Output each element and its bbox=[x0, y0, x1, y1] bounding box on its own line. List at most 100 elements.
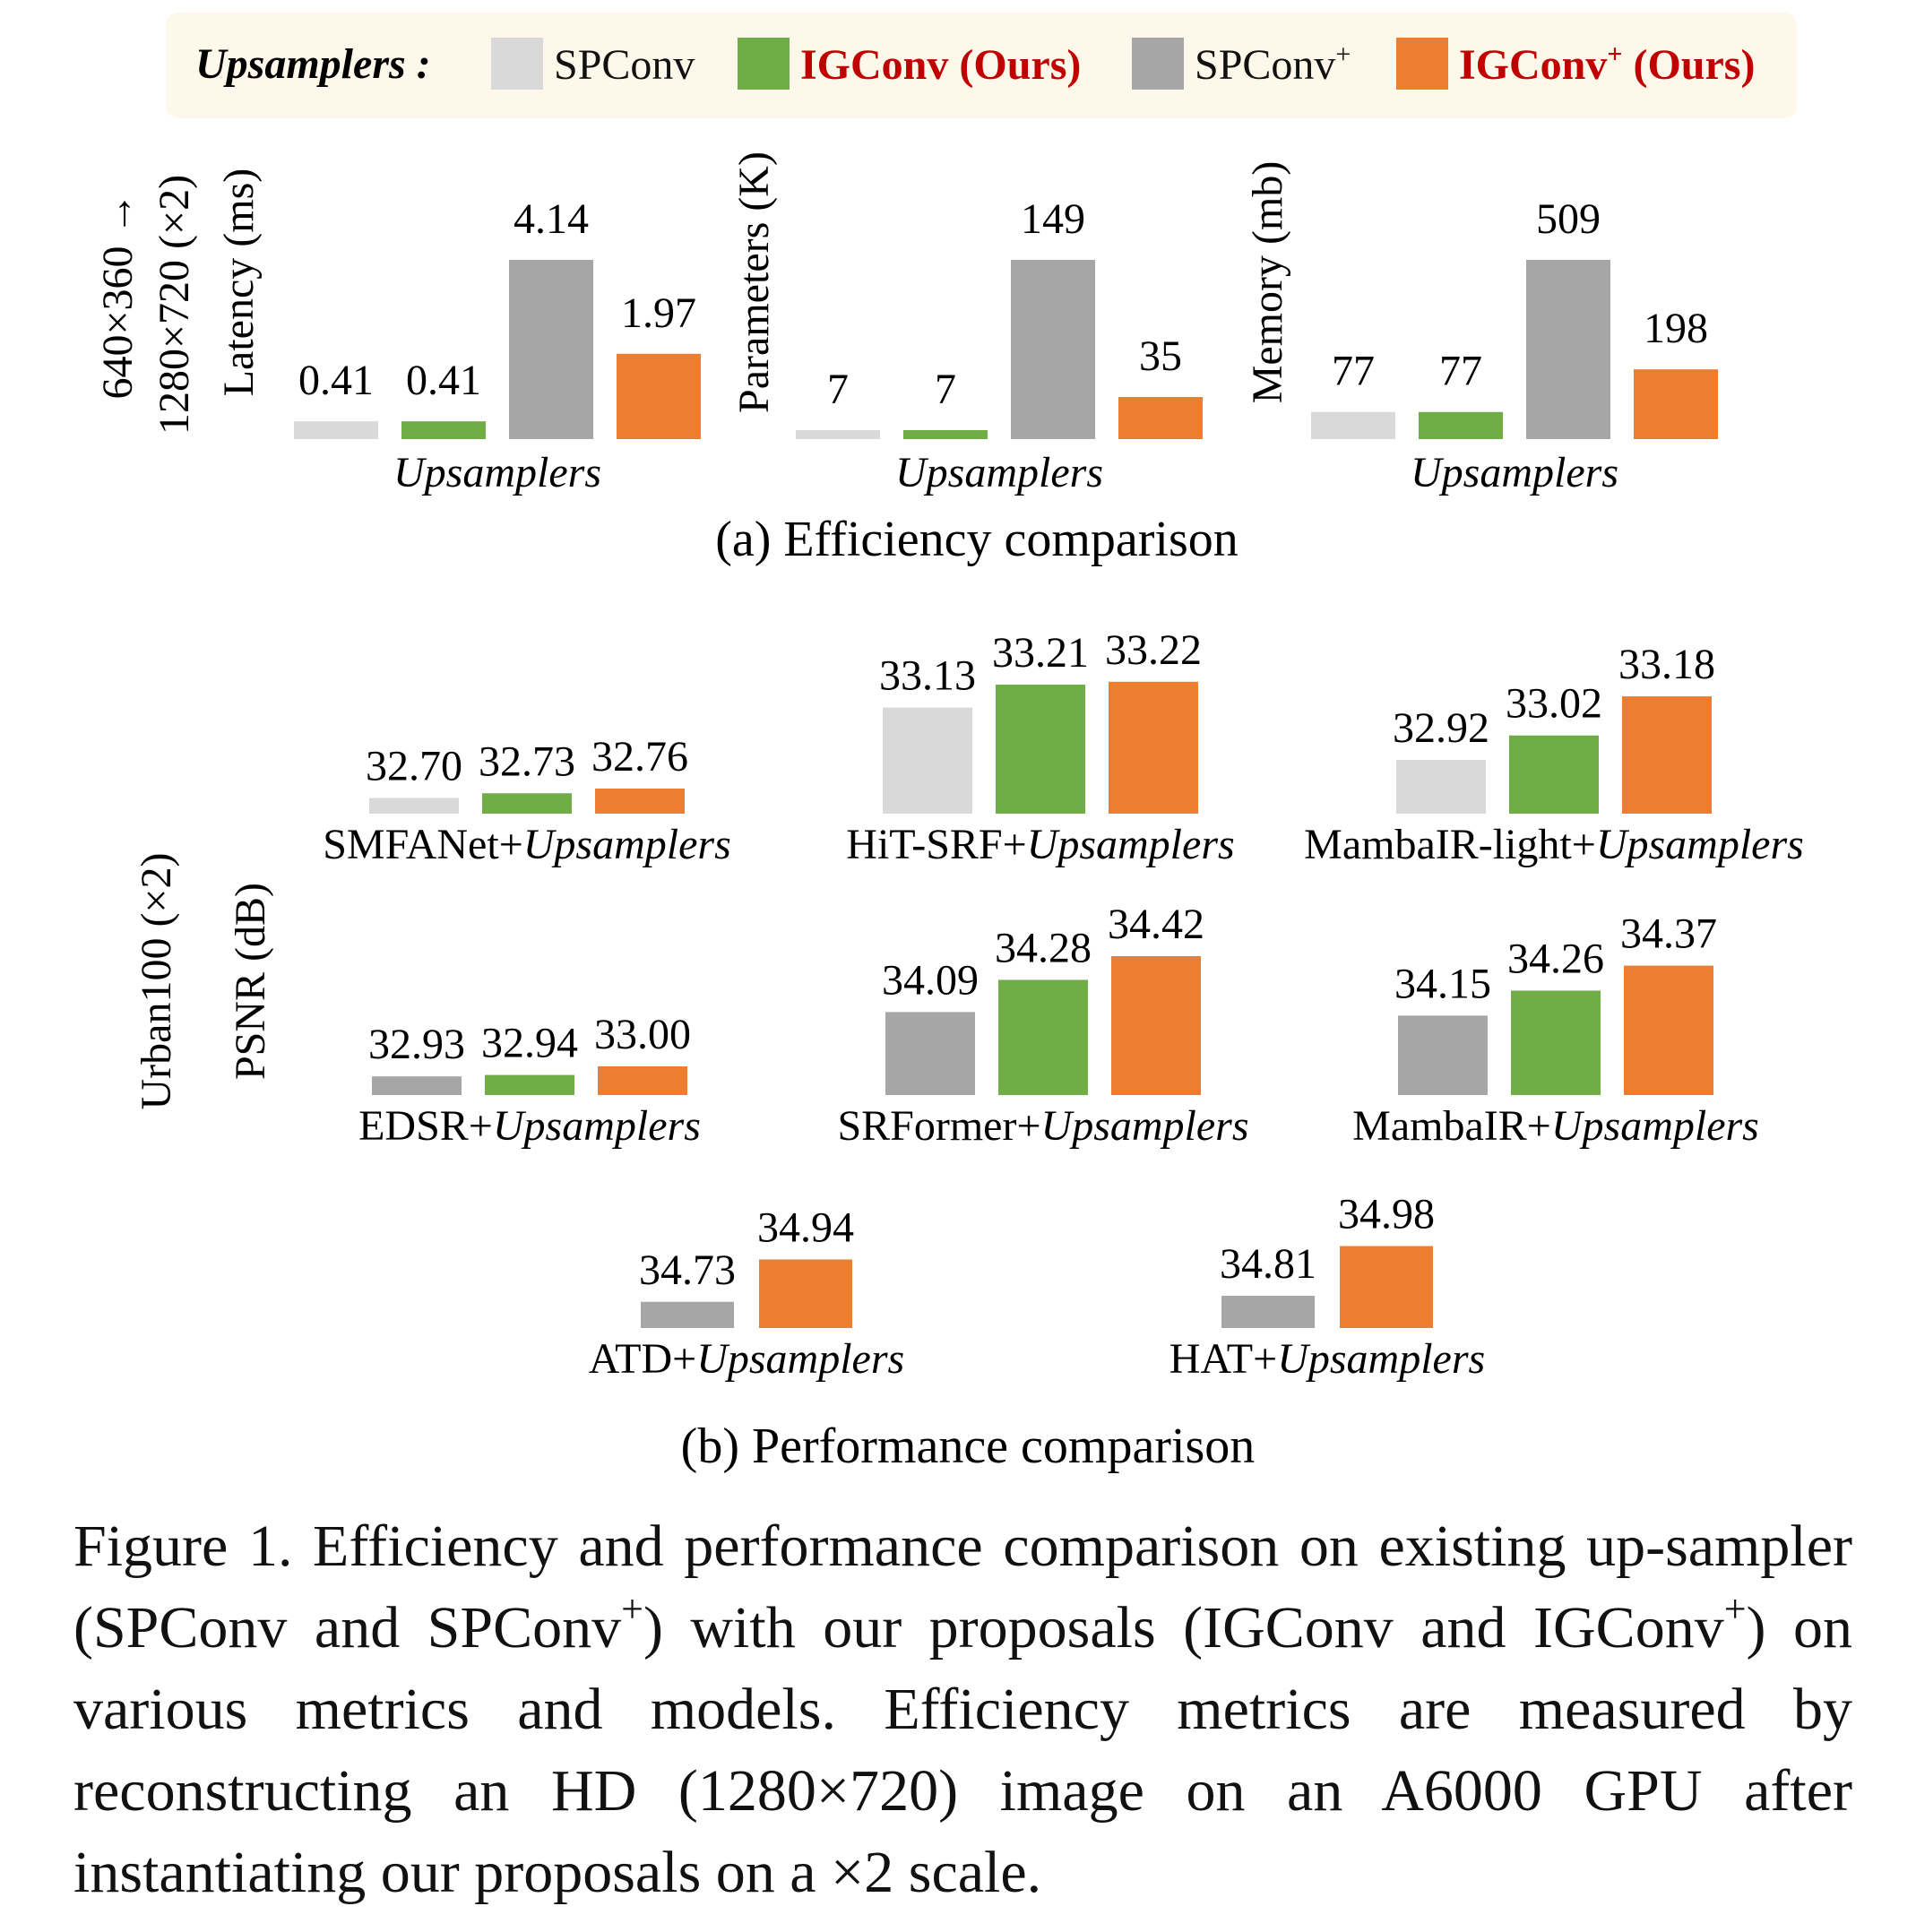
data-label-igconv-plus: 198 bbox=[1644, 305, 1708, 352]
data-label-igconv: 7 bbox=[935, 366, 956, 413]
data-label-spconv: 0.41 bbox=[298, 357, 374, 404]
data-label-igconv-plus: 34.42 bbox=[1108, 901, 1204, 948]
bar-igconv bbox=[1509, 735, 1599, 814]
x-axis-label: MambaIR-light+Upsamplers bbox=[1304, 821, 1804, 868]
x-axis-label: SMFANet+Upsamplers bbox=[323, 821, 731, 868]
data-label-spconv-plus: 34.15 bbox=[1394, 960, 1491, 1007]
memory-chart: Memory (mb) 77 77 509 198 Upsamplers bbox=[1244, 161, 1718, 496]
data-label-spconv-plus: 32.93 bbox=[368, 1021, 465, 1068]
chart-srformer: 34.09 34.28 34.42 SRFormer+Upsamplers bbox=[837, 901, 1248, 1150]
chart-hat: 34.81 34.98 HAT+Upsamplers bbox=[1169, 1191, 1485, 1383]
data-label-spconv-plus: 34.73 bbox=[639, 1246, 736, 1294]
data-label-igconv-plus: 33.18 bbox=[1618, 641, 1715, 688]
legend-swatch-spconv bbox=[491, 38, 543, 90]
efficiency-side-label-line1: 640×360 → bbox=[94, 192, 142, 399]
caption-sup-1: + bbox=[621, 1587, 643, 1631]
bar-igconv-plus bbox=[759, 1259, 852, 1328]
bar-igconv-plus bbox=[1622, 696, 1712, 814]
legend-label-spconv: SPConv bbox=[554, 41, 695, 89]
bar-igconv bbox=[1419, 411, 1503, 439]
legend-background bbox=[166, 13, 1797, 118]
x-axis-label: Upsamplers bbox=[895, 449, 1103, 496]
legend-swatch-spconv-plus bbox=[1132, 38, 1184, 90]
legend: Upsamplers : SPConv IGConv (Ours) SPConv+ I… bbox=[166, 13, 1797, 118]
bar-igconv-plus bbox=[598, 1066, 687, 1095]
caption-sup-2: + bbox=[1723, 1587, 1747, 1631]
bar-spconv bbox=[883, 707, 972, 814]
figure: Upsamplers : SPConv IGConv (Ours) SPConv+ I… bbox=[94, 13, 1804, 1474]
y-axis-label: Memory (mb) bbox=[1244, 161, 1291, 404]
bar-spconv-plus bbox=[1221, 1296, 1315, 1328]
data-label-igconv: 34.26 bbox=[1507, 935, 1604, 982]
x-axis-label: HAT+Upsamplers bbox=[1169, 1335, 1485, 1383]
x-axis-label: Upsamplers bbox=[393, 449, 601, 496]
bar-igconv-plus bbox=[617, 353, 701, 439]
data-label-spconv: 32.92 bbox=[1393, 704, 1489, 752]
x-axis-label: Upsamplers bbox=[1411, 449, 1618, 496]
latency-chart: Latency (ms) 0.41 0.41 4.14 1.97 Upsamplers bbox=[215, 168, 701, 496]
bar-igconv-plus bbox=[1340, 1246, 1433, 1328]
data-label-spconv-plus: 34.09 bbox=[882, 956, 979, 1004]
legend-swatch-igconv bbox=[738, 38, 790, 90]
performance-charts: 32.70 32.73 32.76 SMFANet+Upsamplers 33.13 33… bbox=[323, 626, 1804, 1383]
bar-spconv-plus bbox=[885, 1012, 975, 1095]
data-label-spconv-plus: 34.81 bbox=[1220, 1240, 1316, 1288]
bar-igconv bbox=[401, 421, 486, 439]
data-label-igconv: 32.73 bbox=[479, 737, 575, 785]
data-label-spconv: 7 bbox=[827, 366, 849, 413]
data-label-igconv-plus: 34.94 bbox=[757, 1204, 854, 1252]
bar-igconv bbox=[903, 430, 988, 439]
data-label-spconv-plus: 4.14 bbox=[514, 195, 589, 243]
bar-spconv-plus bbox=[372, 1076, 462, 1095]
data-label-igconv: 33.21 bbox=[992, 629, 1089, 677]
bar-spconv-plus bbox=[509, 260, 593, 439]
legend-swatch-igconv-plus bbox=[1396, 38, 1448, 90]
data-label-spconv: 32.70 bbox=[366, 743, 462, 790]
bar-spconv bbox=[796, 430, 880, 439]
bar-spconv bbox=[1311, 411, 1395, 439]
chart-edsr: 32.93 32.94 33.00 EDSR+Upsamplers bbox=[358, 1011, 701, 1150]
data-label-igconv: 34.28 bbox=[995, 924, 1092, 971]
chart-hit-srf: 33.13 33.21 33.22 HiT-SRF+Upsamplers bbox=[846, 626, 1234, 868]
bar-spconv bbox=[294, 421, 378, 439]
chart-mambair-light: 32.92 33.02 33.18 MambaIR-light+Upsamplers bbox=[1304, 641, 1804, 868]
figure-caption: Figure 1. Efficiency and performance com… bbox=[73, 1505, 1852, 1913]
x-axis-label: ATD+Upsamplers bbox=[589, 1335, 904, 1383]
legend-label-spconv-plus: SPConv+ bbox=[1195, 39, 1351, 89]
legend-title: Upsamplers : bbox=[195, 40, 431, 88]
bar-igconv-plus bbox=[1111, 956, 1201, 1095]
bar-igconv-plus bbox=[595, 789, 685, 814]
bar-igconv bbox=[996, 685, 1085, 814]
legend-label-igconv: IGConv (Ours) bbox=[800, 41, 1081, 89]
data-label-igconv-plus: 1.97 bbox=[621, 289, 696, 337]
x-axis-label: EDSR+Upsamplers bbox=[358, 1102, 701, 1150]
data-label-igconv-plus: 32.76 bbox=[591, 733, 688, 781]
efficiency-caption: (a) Efficiency comparison bbox=[715, 512, 1238, 567]
data-label-igconv-plus: 34.98 bbox=[1338, 1191, 1435, 1238]
bar-igconv bbox=[485, 1074, 574, 1095]
bar-spconv bbox=[1396, 760, 1486, 814]
bar-igconv bbox=[1511, 990, 1601, 1095]
bar-igconv-plus bbox=[1624, 965, 1713, 1095]
data-label-igconv-plus: 34.37 bbox=[1620, 910, 1717, 958]
bar-igconv-plus bbox=[1109, 681, 1198, 814]
data-label-igconv: 32.94 bbox=[481, 1020, 578, 1067]
legend-label-igconv-plus: IGConv+ (Ours) bbox=[1459, 39, 1755, 89]
bar-igconv-plus bbox=[1634, 369, 1718, 439]
x-axis-label: HiT-SRF+Upsamplers bbox=[846, 821, 1234, 868]
data-label-spconv-plus: 149 bbox=[1021, 195, 1085, 243]
data-label-spconv-plus: 509 bbox=[1536, 195, 1601, 243]
data-label-igconv-plus: 35 bbox=[1139, 332, 1182, 380]
bar-spconv-plus bbox=[1526, 260, 1610, 439]
data-label-spconv: 77 bbox=[1332, 348, 1375, 395]
x-axis-label: SRFormer+Upsamplers bbox=[837, 1102, 1248, 1150]
data-label-igconv: 33.02 bbox=[1506, 680, 1602, 728]
bar-spconv bbox=[369, 798, 459, 814]
bar-igconv bbox=[482, 793, 572, 814]
chart-atd: 34.73 34.94 ATD+Upsamplers bbox=[589, 1204, 904, 1384]
bar-spconv-plus bbox=[641, 1301, 734, 1328]
data-label-igconv: 0.41 bbox=[406, 357, 481, 404]
chart-mambair: 34.15 34.26 34.37 MambaIR+Upsamplers bbox=[1352, 910, 1759, 1150]
y-axis-label: Parameters (K) bbox=[730, 151, 778, 413]
performance-side-label-metric: PSNR (dB) bbox=[227, 883, 274, 1080]
